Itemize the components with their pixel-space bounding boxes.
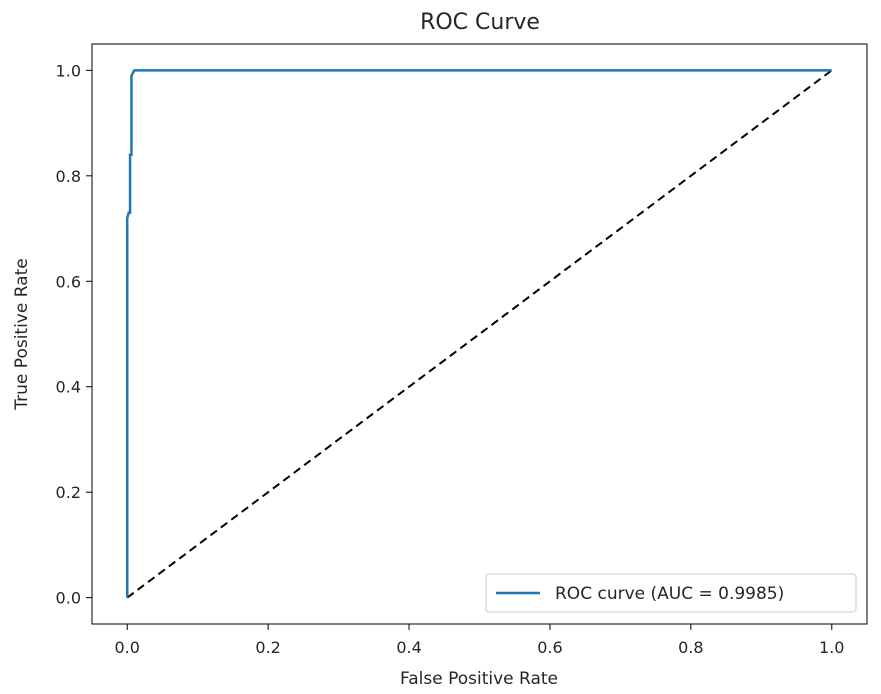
y-tick-label: 0.8 <box>56 167 81 186</box>
x-tick-label: 0.2 <box>255 638 280 657</box>
y-tick-label: 0.4 <box>56 378 81 397</box>
x-tick-label: 0.6 <box>537 638 562 657</box>
y-tick-label: 0.2 <box>56 483 81 502</box>
y-tick-label: 1.0 <box>56 61 81 80</box>
legend: ROC curve (AUC = 0.9985) <box>485 573 857 613</box>
plot-frame <box>91 43 868 625</box>
y-tick-label: 0.6 <box>56 272 81 291</box>
diagonal-reference-line <box>126 69 833 599</box>
legend-box <box>485 573 857 613</box>
x-tick-label: 0.4 <box>396 638 421 657</box>
y-axis-label: True Positive Rate <box>12 258 32 410</box>
plot-area <box>92 44 867 624</box>
roc-curve-line <box>125 69 832 598</box>
series-layer <box>125 69 833 599</box>
chart-title: ROC Curve <box>420 10 540 35</box>
x-axis-label: False Positive Rate <box>400 669 558 689</box>
x-tick-label: 1.0 <box>819 638 844 657</box>
x-tick-label: 0.8 <box>678 638 703 657</box>
x-tick-label: 0.0 <box>115 638 140 657</box>
legend-label-roc: ROC curve (AUC = 0.9985) <box>555 584 784 604</box>
x-axis: 0.0 0.2 0.4 0.6 0.8 1.0 <box>115 624 844 657</box>
y-tick-label: 0.0 <box>56 589 81 608</box>
y-axis: 0.0 0.2 0.4 0.6 0.8 1.0 <box>56 61 92 608</box>
